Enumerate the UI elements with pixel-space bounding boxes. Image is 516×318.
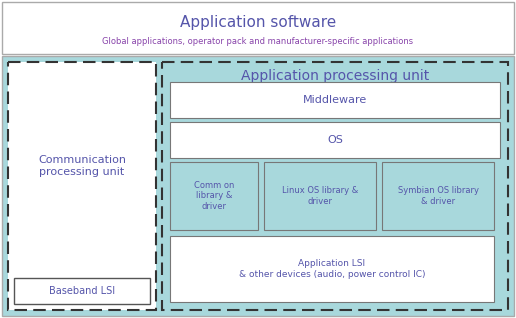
- Bar: [264, 162, 376, 230]
- Bar: [170, 122, 500, 158]
- Text: Baseband LSI: Baseband LSI: [49, 286, 115, 296]
- Bar: [2, 2, 514, 54]
- Text: Middleware: Middleware: [303, 95, 367, 105]
- Text: Application software: Application software: [180, 15, 336, 30]
- Bar: [162, 62, 508, 310]
- Text: Application LSI
& other devices (audio, power control IC): Application LSI & other devices (audio, …: [239, 259, 425, 279]
- Text: Linux OS library &
driver: Linux OS library & driver: [282, 186, 358, 206]
- Text: Symbian OS library
& driver: Symbian OS library & driver: [397, 186, 478, 206]
- Text: OS: OS: [327, 135, 343, 145]
- Text: Application processing unit: Application processing unit: [241, 69, 429, 83]
- Text: Global applications, operator pack and manufacturer-specific applications: Global applications, operator pack and m…: [103, 38, 413, 46]
- Bar: [170, 82, 500, 118]
- Bar: [170, 236, 494, 302]
- Bar: [170, 162, 258, 230]
- Bar: [382, 162, 494, 230]
- Bar: [14, 278, 150, 304]
- Bar: [8, 62, 156, 310]
- Text: Communication
processing unit: Communication processing unit: [38, 155, 126, 177]
- Text: Comm on
library &
driver: Comm on library & driver: [194, 181, 234, 211]
- Bar: [2, 56, 514, 316]
